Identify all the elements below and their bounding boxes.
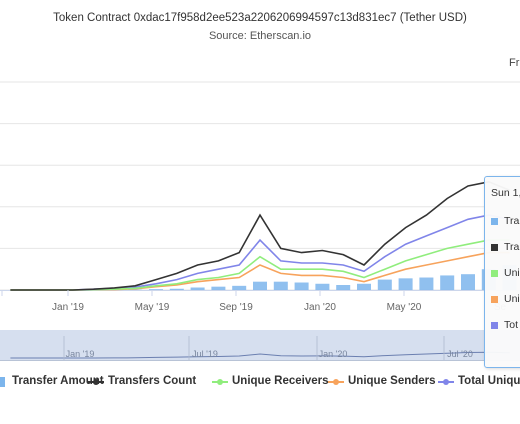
transfer-amount-bar	[336, 285, 350, 290]
transfer-amount-bar	[378, 280, 392, 290]
tooltip-swatch	[491, 322, 498, 329]
x-tick-label: Sep '19	[219, 302, 253, 313]
transfer-amount-bar	[419, 278, 433, 290]
tooltip-swatch	[491, 296, 498, 303]
legend-dot	[443, 379, 449, 385]
x-tick-label: Jan '20	[304, 302, 336, 313]
legend-symbol	[328, 374, 344, 390]
legend-symbol	[438, 374, 454, 390]
transfer-amount-bar	[170, 289, 184, 290]
legend-symbol	[88, 374, 104, 390]
navigator-tick-label: Jul '20	[447, 349, 473, 359]
x-tick-label: May '20	[387, 302, 422, 313]
legend-label: Transfers Count	[108, 375, 196, 387]
grid	[0, 82, 520, 291]
tooltip-label: Uniq	[504, 267, 520, 279]
transfer-amount-bar	[253, 282, 267, 290]
tooltip-date: Sun 1,	[491, 187, 520, 199]
tooltip-label: Transf	[504, 215, 520, 227]
transfer-amount-bar	[440, 275, 454, 290]
tooltip: Sun 1, Transf Tra Uniq Uni Tot	[484, 176, 520, 368]
legend-symbol	[212, 374, 228, 390]
tooltip-swatch	[491, 244, 498, 251]
legend-label: Total Uniques	[458, 375, 520, 387]
transfer-amount-bar	[461, 274, 475, 290]
transfer-amount-bar	[232, 286, 246, 290]
transfer-amount-bar	[274, 282, 288, 290]
transfer-amount-bar	[149, 289, 163, 290]
transfer-amount-bar	[191, 288, 205, 290]
transfer-amount-bar	[399, 278, 413, 290]
x-tick-label: Jan '19	[52, 302, 84, 313]
transfer-amount-bar	[357, 284, 371, 290]
navigator-tick-label: Jan '20	[319, 349, 348, 359]
navigator-tick-label: Jul '19	[192, 349, 218, 359]
tooltip-swatch	[491, 270, 498, 277]
x-tick-label: May '19	[135, 302, 170, 313]
legend-dot	[93, 379, 99, 385]
tooltip-label: Uni	[504, 293, 520, 305]
transfer-amount-bar	[295, 283, 309, 290]
transfer-amount-bar	[315, 284, 329, 290]
transfers-count-line	[10, 182, 509, 290]
navigator[interactable]: Jan '19 Jul '19 Jan '20 Jul '20	[0, 330, 520, 361]
legend-dot	[333, 379, 339, 385]
legend-label: Unique Receivers	[232, 375, 329, 387]
legend-label: Unique Senders	[348, 375, 436, 387]
tooltip-label: Tra	[504, 241, 519, 253]
legend-dot	[217, 379, 223, 385]
series-lines	[10, 182, 509, 290]
tooltip-label: Tot	[504, 319, 518, 331]
transfer-amount-bar	[211, 287, 225, 290]
tooltip-swatch	[491, 218, 498, 225]
navigator-tick-label: Jan '19	[66, 349, 95, 359]
legend-symbol	[0, 374, 8, 390]
legend-square	[0, 377, 5, 387]
